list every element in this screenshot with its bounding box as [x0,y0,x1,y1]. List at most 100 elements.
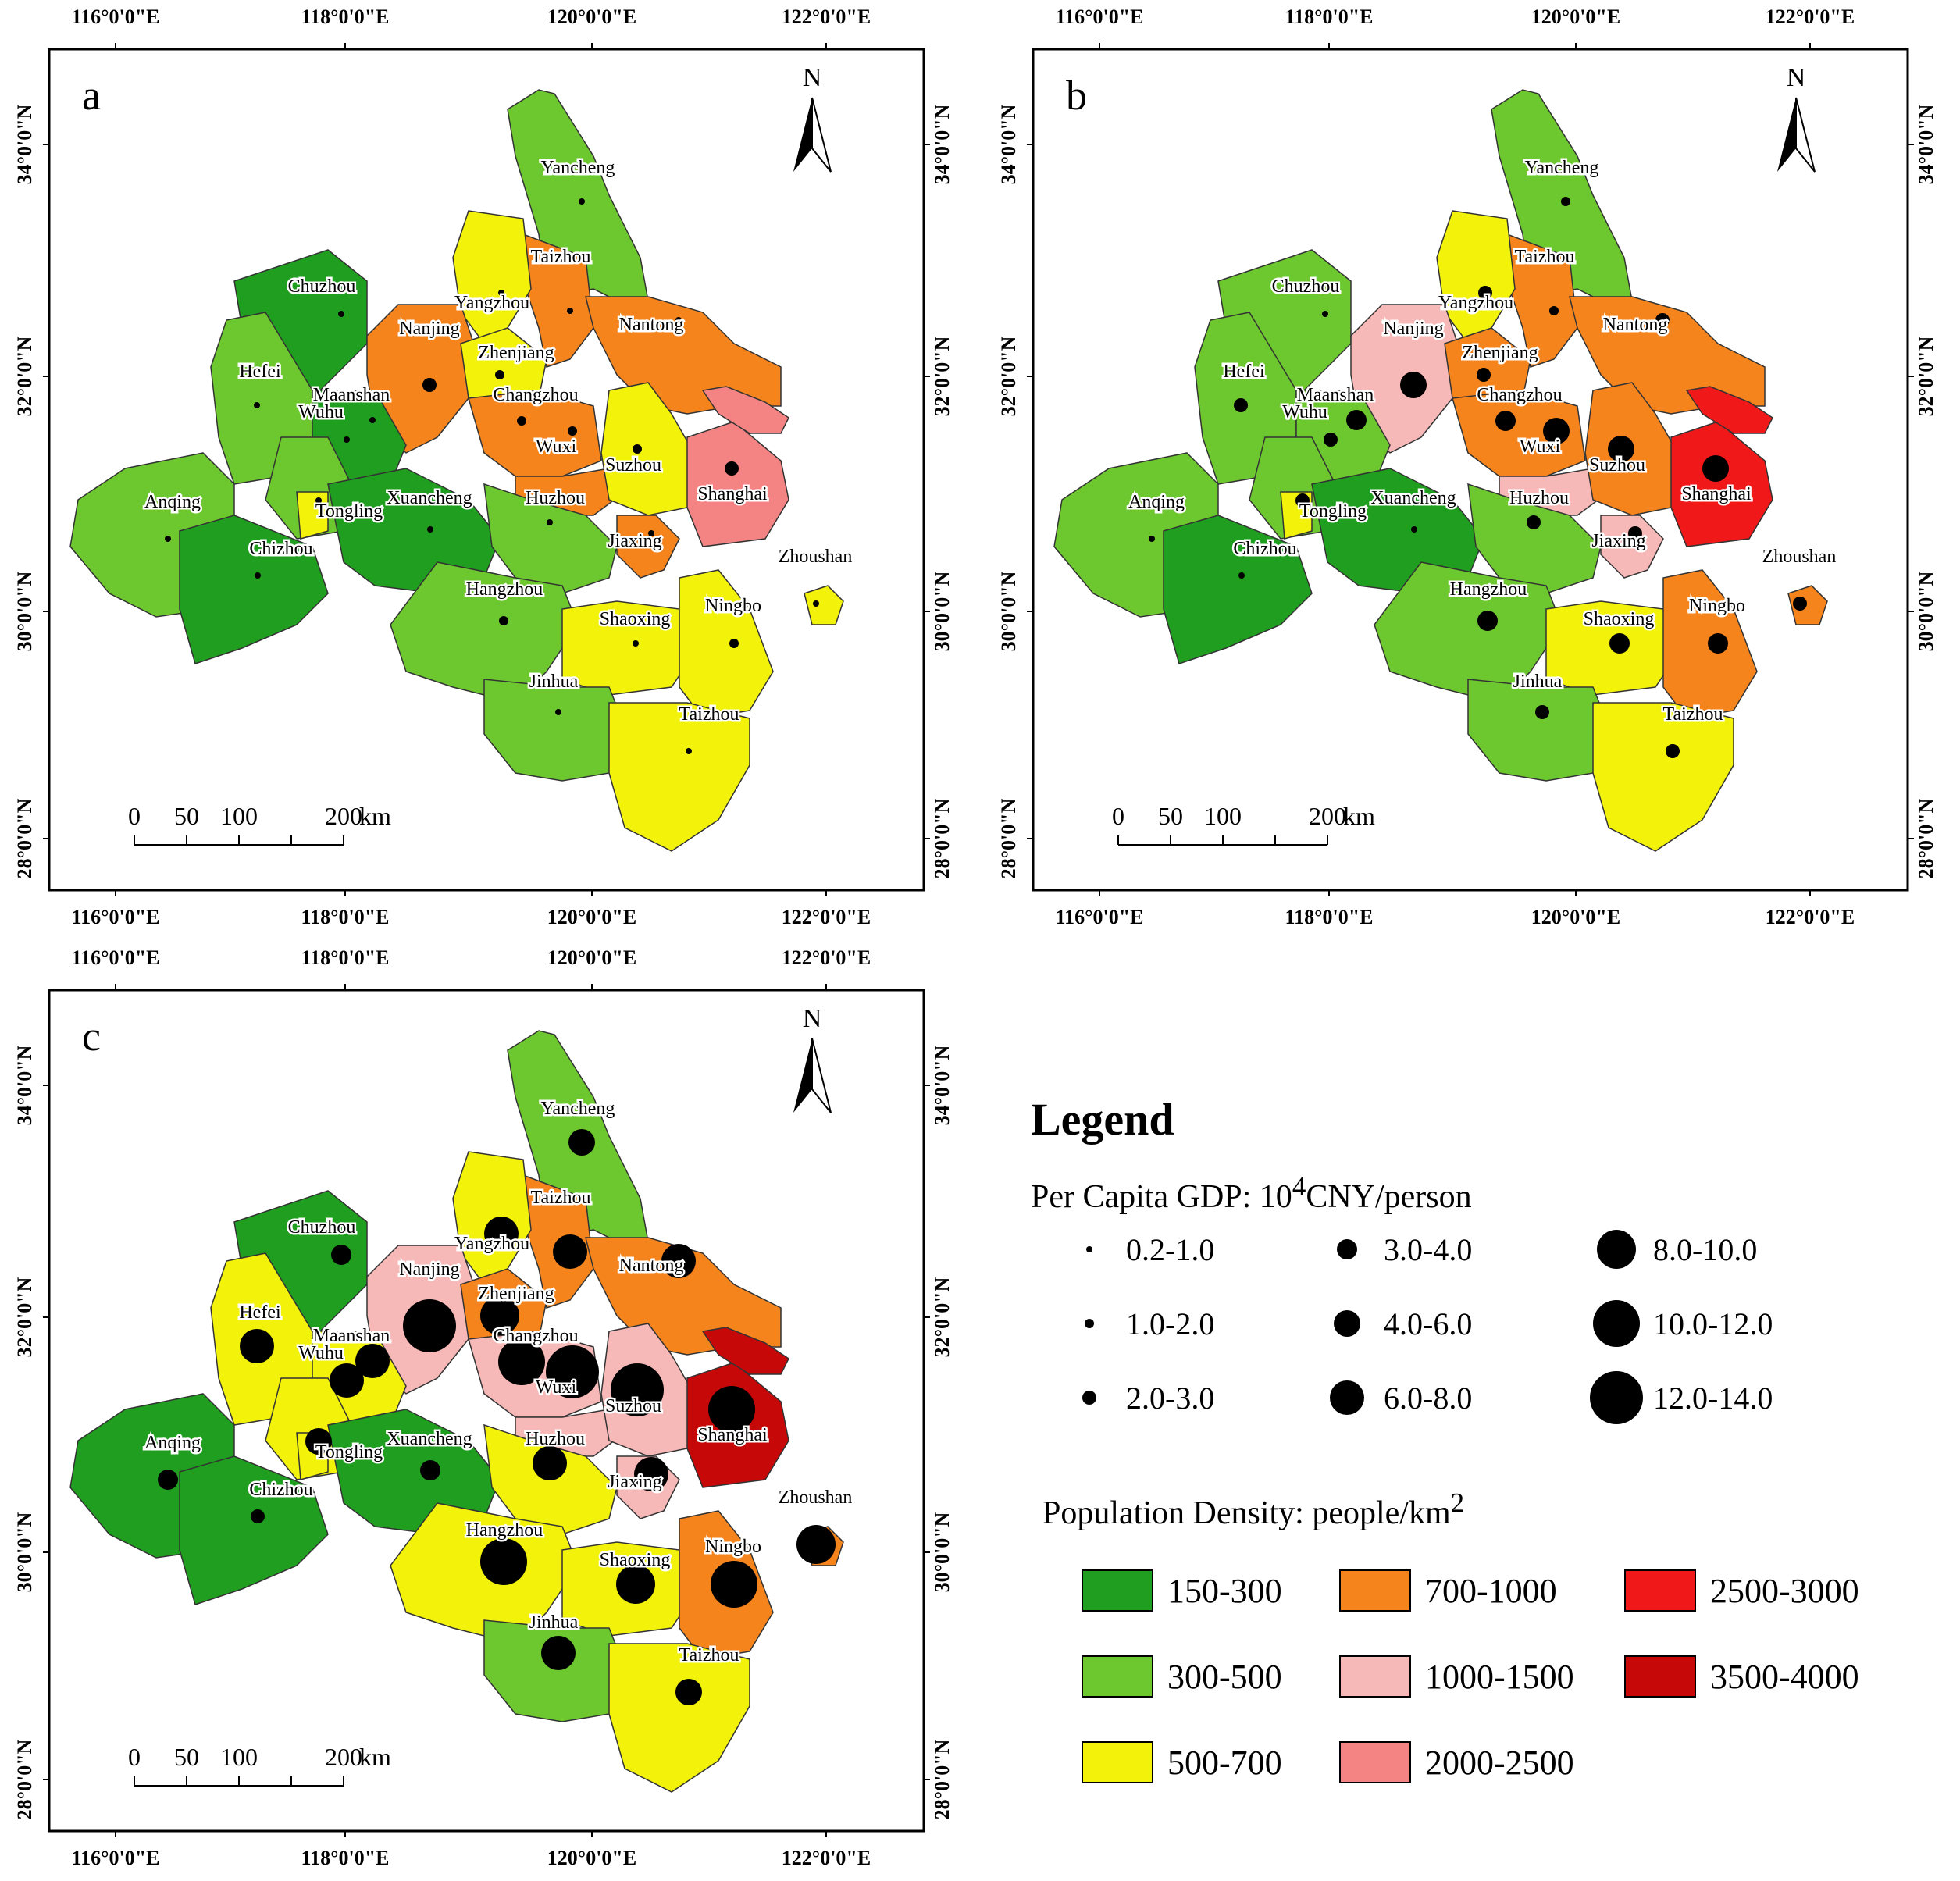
gdp-dot [1411,526,1417,533]
longitude-label: 122°0'0"E [782,5,871,28]
north-arrow-label: N [803,1004,822,1033]
gdp-dot [796,1525,836,1564]
scalebar-label: 50 [1158,802,1183,830]
city-label: Xuancheng [1370,488,1456,508]
longitude-label: 122°0'0"E [782,906,871,928]
panel-label: b [1066,72,1087,119]
city-label: Huzhou [1509,488,1569,508]
city-label: Ningbo [1689,596,1745,616]
gdp-dot [498,290,504,296]
gdp-dot [1527,515,1541,529]
city-label: Yancheng [541,1099,615,1119]
city-region [1592,702,1734,852]
density-legend-title: Population Density: people/km2 [1042,1487,1465,1531]
longitude-label: 116°0'0"E [1056,906,1144,928]
city-region [608,1643,750,1793]
city-region [483,483,618,594]
city-region [1600,515,1664,579]
gdp-dot [1561,197,1570,206]
panel-label: a [82,72,101,119]
city-label: Taizhou [1515,247,1575,267]
gdp-dot [251,1509,265,1523]
gdp-dot [1655,313,1670,327]
island-region [1685,386,1773,434]
city-label: Zhenjiang [1462,343,1538,363]
density-legend-swatch [1624,1569,1696,1612]
city-label: Ningbo [705,1537,761,1557]
gdp-legend-dot [1334,1310,1360,1337]
gdp-dot [427,526,433,533]
gdp-legend-label: 10.0-12.0 [1653,1306,1773,1341]
latitude-label: 34°0'0"N [997,104,1020,184]
gdp-dot [1324,433,1338,447]
city-label: Wuhu [298,402,344,422]
city-label: Changzhou [1477,385,1562,405]
latitude-label: 34°0'0"N [13,1045,36,1125]
north-arrow-icon [793,98,812,172]
latitude-label: 28°0'0"N [13,798,36,878]
scalebar-label: 0 [128,802,141,830]
longitude-label: 122°0'0"E [1766,5,1855,28]
gdp-legend-item: 8.0-10.0 [1589,1222,1757,1277]
latitude-label: 30°0'0"N [931,571,953,651]
gdp-legend-dot [1082,1391,1096,1405]
gdp-legend-item: 1.0-2.0 [1062,1296,1214,1351]
gdp-dot [338,311,344,317]
latitude-label: 32°0'0"N [931,336,953,416]
gdp-dot [254,402,260,408]
city-region [327,468,501,594]
city-label: Taizhou [531,1188,591,1208]
density-legend-item: 300-500 [1082,1655,1282,1698]
gdp-dot [1702,455,1729,482]
gdp-dot [331,1245,351,1265]
scalebar-unit: km [359,1743,391,1771]
gdp-legend-dot-cell [1589,1222,1644,1277]
city-label: Wuxi [536,1377,577,1398]
scalebar-label: 100 [220,802,258,830]
map-panel-a: 116°0'0"E 116°0'0"E 118°0'0"E 118°0'0"E 120°… [13,5,953,928]
gdp-dot [1477,368,1491,382]
latitude-label: 32°0'0"N [931,1277,953,1357]
city-label: Taizhou [679,1645,739,1665]
city-region [804,585,844,625]
gdp-dot [420,1460,440,1480]
gdp-dot [567,308,573,314]
gdp-legend-dot-cell [1589,1370,1644,1425]
gdp-dot [255,572,261,579]
gdp-dot [813,600,819,607]
density-legend-swatch [1339,1569,1411,1612]
longitude-label: 120°0'0"E [547,946,636,969]
gdp-legend-dot-cell [1062,1370,1117,1425]
city-region [179,1455,329,1605]
gdp-dot [480,1538,527,1585]
north-arrow-label: N [1787,63,1806,92]
city-region [1787,585,1828,625]
gdp-legend-dot-cell [1320,1296,1374,1351]
gdp-dot [344,436,350,443]
city-label: Ningbo [705,596,761,616]
longitude-label: 118°0'0"E [1285,906,1374,928]
gdp-dot [403,1299,456,1352]
longitude-label: 120°0'0"E [547,906,636,928]
city-region [679,569,774,719]
density-legend-swatch [1082,1741,1153,1783]
city-label: Jiaxing [1591,531,1645,551]
gdp-dot [1495,411,1516,431]
gdp-dot [517,416,526,426]
latitude-label: 32°0'0"N [13,336,36,416]
city-label: Zhoushan [779,1487,853,1508]
north-arrow-icon [811,97,832,173]
north-arrow-label: N [803,63,822,92]
gdp-dot [1322,311,1328,317]
density-legend-item: 500-700 [1082,1741,1282,1783]
city-label: Nanjing [1383,319,1443,339]
latitude-label: 28°0'0"N [13,1739,36,1819]
gdp-dot [568,1129,595,1156]
gdp-dot [484,1217,519,1251]
city-label: Anqing [144,1433,201,1453]
city-label: Taizhou [1663,704,1723,725]
city-label: Shanghai [697,1425,768,1445]
city-label: Taizhou [679,704,739,725]
north-arrow-icon [793,1038,812,1113]
